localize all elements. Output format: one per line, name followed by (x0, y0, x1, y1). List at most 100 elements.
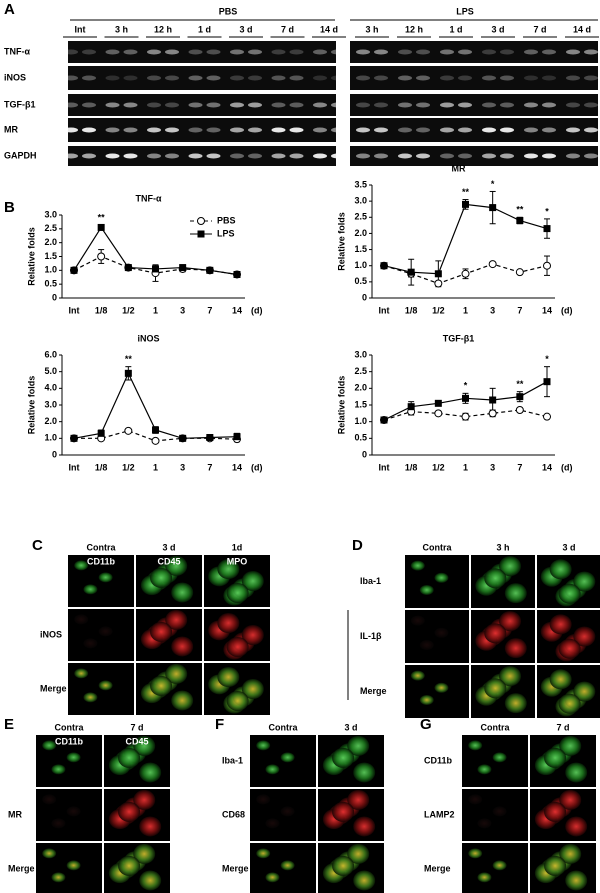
y-tick-label: 4.0 (44, 383, 57, 393)
gel-strip (68, 41, 336, 63)
cell (353, 762, 376, 783)
gel-band (356, 127, 370, 133)
x-tick-label: 1/2 (432, 305, 445, 315)
marker (434, 399, 442, 407)
gene-label: iNOS (4, 72, 26, 82)
gel-band (147, 102, 161, 108)
gel-band (398, 49, 412, 55)
cell (83, 692, 98, 703)
cell (118, 747, 141, 768)
marker (152, 265, 159, 273)
gene-label: TNF-α (4, 46, 30, 56)
marker (70, 434, 78, 442)
cell (492, 860, 507, 871)
lane-label: 3 h (115, 24, 128, 34)
cell (241, 625, 264, 645)
cell (499, 666, 522, 687)
row-label: Iba-1 (360, 576, 381, 586)
cell (139, 816, 162, 837)
marker (515, 268, 524, 277)
gel-band (248, 127, 262, 133)
marker (516, 217, 524, 225)
marker (97, 223, 105, 231)
column-label: 3 d (562, 542, 575, 552)
cell (171, 582, 194, 603)
y-tick-label: 1.0 (354, 416, 367, 426)
cell (74, 560, 89, 571)
gel-band (188, 153, 203, 159)
gel-band (206, 75, 221, 81)
row-label: Merge (40, 683, 67, 693)
cell (559, 789, 582, 810)
cell (468, 794, 483, 805)
cell (98, 680, 113, 691)
y-tick-label: 0 (362, 449, 367, 459)
x-tick-label: 1/2 (122, 305, 135, 315)
marker (488, 409, 497, 418)
cell (332, 747, 355, 768)
cell (217, 613, 240, 634)
marker (488, 260, 497, 269)
gel-band (566, 153, 580, 159)
cell (98, 572, 113, 583)
gel-strip (350, 66, 598, 90)
gene-label: GAPDH (4, 150, 37, 160)
x-tick-label: 14 (232, 305, 242, 315)
panel-letter: D (352, 537, 363, 554)
cell (504, 583, 527, 604)
chart-title: TGF-β1 (443, 333, 475, 343)
gel-band (356, 75, 370, 81)
gel-band (584, 102, 598, 108)
cell (544, 801, 567, 822)
cell (332, 855, 355, 876)
gel-strip (350, 41, 598, 63)
marker (489, 396, 497, 404)
gel-band (271, 153, 286, 159)
panel-letter: A (4, 1, 15, 18)
cell (544, 747, 567, 768)
y-tick-label: 0 (52, 292, 57, 302)
y-tick-label: 2.0 (354, 228, 367, 238)
gel-band (271, 102, 286, 108)
gel-band (271, 75, 286, 81)
y-tick-label: 2.0 (44, 416, 57, 426)
cell (558, 693, 581, 714)
cell (499, 556, 522, 577)
panel-letter: B (4, 199, 15, 216)
annotation: * (491, 179, 495, 189)
lane-label: 7 d (281, 24, 294, 34)
cell (544, 855, 567, 876)
cell (419, 584, 434, 595)
cell (492, 806, 507, 817)
gel-band (398, 153, 412, 159)
cell (51, 764, 66, 775)
cell (83, 584, 98, 595)
cell (217, 559, 240, 580)
gel-band (230, 49, 244, 55)
y-tick-label: 2.0 (354, 383, 367, 393)
column-label: Contra (87, 542, 117, 552)
cell (118, 801, 141, 822)
marker (206, 434, 214, 441)
marker (434, 409, 443, 418)
column-label: Contra (481, 722, 511, 732)
gel-band (482, 127, 496, 133)
cell (150, 567, 173, 588)
cell (499, 611, 522, 632)
cell (42, 794, 57, 805)
gel-band (165, 102, 179, 108)
gel-band (542, 75, 556, 81)
gel-band (188, 127, 203, 133)
gel-band (331, 153, 345, 159)
x-unit: (d) (251, 305, 263, 315)
gel-band (500, 102, 514, 108)
gel-band (542, 127, 556, 133)
cell (347, 735, 370, 756)
tile-label: CD11b (87, 556, 116, 566)
gel-strip (68, 94, 336, 116)
x-tick-label: 7 (517, 462, 522, 472)
gel-band (105, 49, 120, 55)
cell (256, 848, 271, 859)
lane-label: 7 d (533, 24, 546, 34)
gel-band (482, 75, 496, 81)
